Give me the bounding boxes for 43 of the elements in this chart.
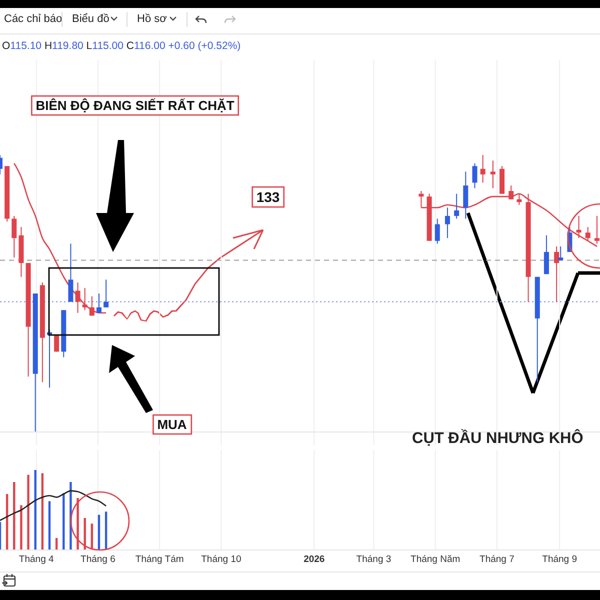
text: O115.10 H119.80 L115.00 C116.00 +0.60 (+0.52%) [2, 40, 241, 52]
candlestick [104, 279, 109, 308]
candlestick [508, 184, 514, 200]
candlestick [444, 207, 450, 239]
annotation: MUA [157, 417, 188, 432]
bar [20, 505, 22, 550]
bar [84, 518, 86, 550]
candlestick [12, 215, 17, 258]
x-tick-label: Tháng 7 [480, 554, 514, 565]
x-tick-label: Tháng 10 [201, 554, 242, 565]
x-tick-label: Tháng 4 [18, 554, 54, 565]
candlestick [472, 162, 478, 189]
x-tick-label: Tháng 6 [80, 554, 116, 565]
x-tick-label: 2026 [304, 554, 325, 565]
bar [76, 498, 79, 550]
candlestick [585, 226, 590, 242]
candlestick [96, 293, 102, 314]
text: BIÊN ĐỘ ĐANG SIẾT RẤT CHẶT [36, 98, 234, 113]
candlestick [544, 234, 549, 275]
candlestick [480, 154, 486, 184]
candlestick [434, 218, 440, 244]
x-tick-label: Tháng 3 [356, 554, 392, 565]
text: Biểu đồ [72, 13, 110, 25]
bar [27, 474, 30, 550]
candlestick [490, 160, 496, 189]
candlestick [554, 246, 560, 302]
x-tick-label: Tháng Năm [410, 554, 460, 565]
text: Các chỉ báo [4, 13, 62, 25]
candlestick [82, 287, 88, 311]
bar [48, 501, 51, 550]
x-tick-label: Tháng Tám [135, 554, 184, 565]
candlestick [594, 215, 600, 244]
x-tick-label: Tháng 9 [542, 554, 578, 565]
text: Hồ sơ [137, 13, 167, 25]
candlestick [576, 215, 582, 239]
annotation: 133 [256, 189, 280, 205]
candlestick [516, 193, 522, 206]
annotation: CỤT ĐẦU NHƯNG KHÔ [412, 429, 584, 447]
candlestick [463, 171, 468, 220]
candlestick [68, 243, 74, 302]
candlestick [454, 193, 460, 220]
candlestick [558, 246, 564, 261]
candlestick [418, 190, 424, 208]
